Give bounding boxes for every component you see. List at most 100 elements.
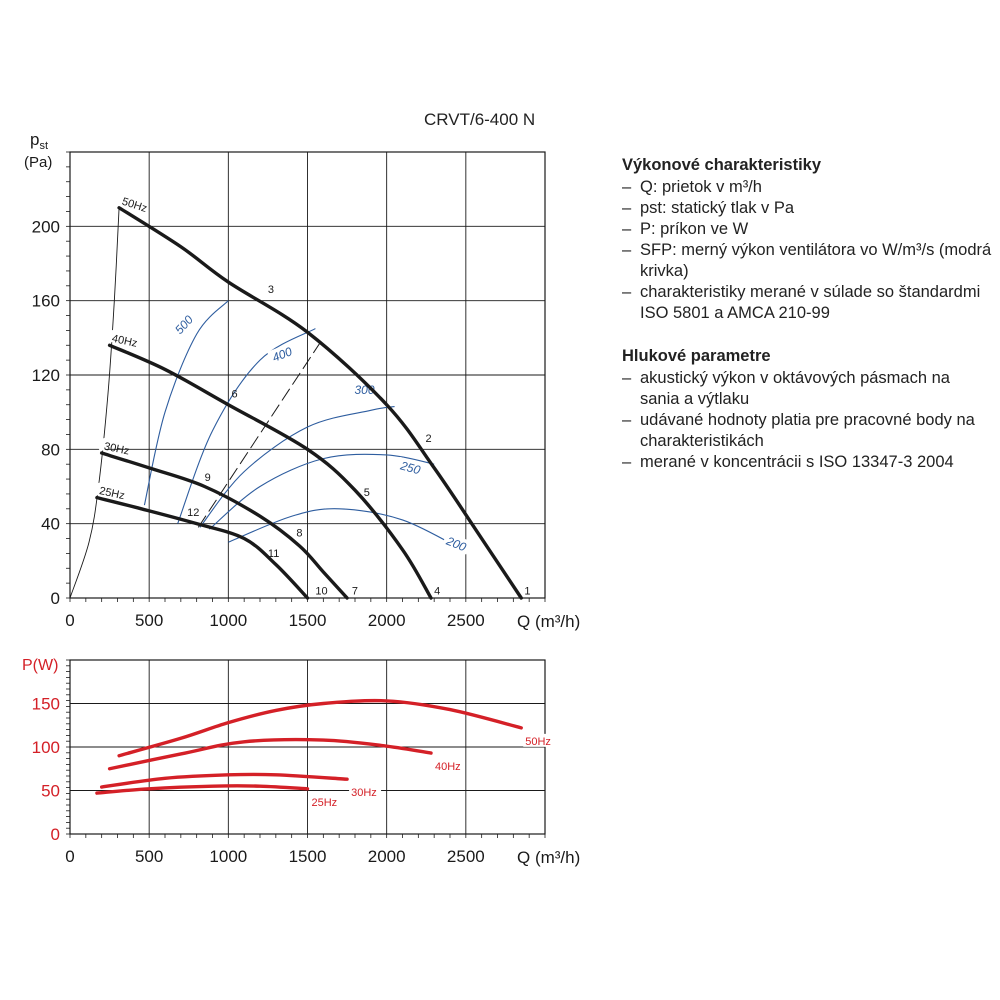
legend-item-sfp: SFP: merný výkon ventilátora vo W/m³/s (… [622,240,992,282]
noise-heading: Hlukové parametre [622,347,771,365]
fan-curve-label-bg [103,322,136,344]
power-curve-label-40Hz: 40Hz [435,761,461,773]
legend-item-p-text: P: príkon ve W [640,220,749,238]
operating-point-label: 11 [268,548,279,560]
power-curve-label-bg [523,733,556,747]
performance-heading: Výkonové charakteristiky [622,156,822,174]
operating-point-label: 6 [232,388,238,400]
sfp-curve-300 [199,406,395,528]
fan-curve-25Hz [95,495,310,600]
pressure-x-axis-label: Q (m³/h) [517,612,580,631]
pressure-axes: 0 500 1000 1500 2000 2500 0 40 80 120 160 200 Q (m³/… [32,151,580,631]
pressure-y-tick-label: 80 [41,440,60,459]
power-curve-40Hz [107,737,433,771]
power-curve-label-bg [309,794,342,808]
operating-point-label: 5 [364,487,370,499]
system-curve-thin [69,207,120,599]
legend-item-standards-text: charakteristiky merané v súlade so štand… [640,283,981,322]
sfp-label-bg [169,309,198,339]
pressure-y-tick-label: 200 [32,217,60,236]
power-x-axis-label: Q (m³/h) [517,848,580,867]
power-x-tick-label: 2500 [447,847,485,866]
noise-item-acoustic: akustický výkon v oktávových pásmach na … [622,368,992,410]
pressure-x-tick-label: 500 [135,611,163,630]
power-curve-label-30Hz: 30Hz [351,787,377,799]
pressure-x-tick-label: 2000 [368,611,406,630]
power-x-tick-label: 1500 [289,847,327,866]
sfp-label-bg [351,381,378,396]
pressure-y-tick-label: 120 [32,366,60,385]
noise-item-validity-text: udávané hodnoty platia pre pracovné body… [640,411,975,450]
power-y-tick-label: 150 [32,695,60,714]
pressure-x-tick-label: 1000 [209,611,247,630]
power-curve-30Hz [99,772,349,789]
performance-list: Q: prietok v m³/h pst: statický tlak v P… [622,177,992,324]
fan-curve-label-25Hz: 25Hz [98,485,126,502]
power-y-tick-label: 0 [51,825,60,844]
operating-point-label: 10 [315,585,327,597]
power-y-tick-label: 100 [32,738,60,757]
operating-point-label: 12 [187,507,199,519]
fan-curve-label-bg [95,430,128,452]
power-x-tick-label: 0 [65,847,74,866]
sfp-curve-500 [143,300,229,506]
operating-point-label: 2 [425,433,431,445]
sfp-label-bg [396,456,426,478]
pressure-x-tick-label: 1500 [289,611,327,630]
noise-list: akustický výkon v oktávových pásmach na … [622,368,992,473]
pressure-y-tick-label: 40 [41,515,60,534]
operating-point-label: 9 [205,472,211,484]
operating-point-label: 4 [434,585,440,597]
legend-item-standards: charakteristiky merané v súlade so štand… [622,282,992,324]
sfp-label-bg [442,531,472,555]
pressure-x-tick-label: 2500 [447,611,485,630]
operating-point-label: 7 [352,585,358,597]
fan-curve-label-bg [113,184,146,207]
sfp-curve-200 [228,508,467,553]
operating-point-label: 1 [524,585,530,597]
power-curve-label-bg [433,759,465,773]
fan-curve-label-bg [91,474,124,497]
power-x-tick-label: 2000 [368,847,406,866]
fan-curve-40Hz [107,343,433,600]
legend-item-q-text: Q: prietok v m³/h [640,178,762,196]
model-title: CRVT/6-400 N [424,110,536,129]
legend-item-sfp-text: SFP: merný výkon ventilátora vo W/m³/s (… [640,241,992,280]
noise-item-acoustic-text: akustický výkon v oktávových pásmach na … [640,369,950,408]
legend-panel: Výkonové charakteristiky Q: prietok v m³… [622,155,992,495]
pressure-y-axis-unit: (Pa) [24,154,52,171]
fan-curve-label-40Hz: 40Hz [111,333,139,350]
power-y-tick-label: 50 [41,782,60,801]
noise-item-iso-text: merané v koncentrácii s ISO 13347-3 2004 [640,453,954,471]
fan-curve-30Hz [99,451,349,600]
power-curve-label-25Hz: 25Hz [312,797,338,809]
operating-point-label: 8 [296,528,302,540]
legend-item-q: Q: prietok v m³/h [622,177,992,198]
power-x-tick-label: 500 [135,847,163,866]
noise-item-validity: udávané hodnoty platia pre pracovné body… [622,410,992,452]
power-curve-25Hz [95,784,310,795]
fan-curve-label-30Hz: 30Hz [103,441,131,458]
power-curve-label-bg [349,785,382,799]
pressure-y-tick-label: 0 [51,589,60,608]
sfp-label-bg [267,342,297,365]
system-curve-dashed [197,337,324,528]
power-x-tick-label: 1000 [209,847,247,866]
power-curve-label-50Hz: 50Hz [525,736,551,748]
power-y-axis-label: P(W) [22,657,58,674]
fan-curve-50Hz [117,206,523,600]
power-curves: 50Hz 40Hz 30Hz 25Hz [95,698,556,809]
sfp-curve-400 [177,328,316,524]
legend-item-p: P: príkon ve W [622,219,992,240]
sfp-curve-label-250: 250 [398,458,422,477]
power-curve-50Hz [117,698,523,758]
noise-item-iso: merané v koncentrácii s ISO 13347-3 2004 [622,452,992,473]
pressure-x-tick-label: 0 [65,611,74,630]
legend-item-pst-text: pst: statický tlak v Pa [640,199,795,217]
operating-point-label: 3 [268,284,274,296]
power-axes: 0 500 1000 1500 2000 2500 0 50 100 150 Q (m³/h) [32,659,580,867]
legend-item-pst: pst: statický tlak v Pa [622,198,992,219]
pressure-y-axis-label: pst [30,130,48,152]
